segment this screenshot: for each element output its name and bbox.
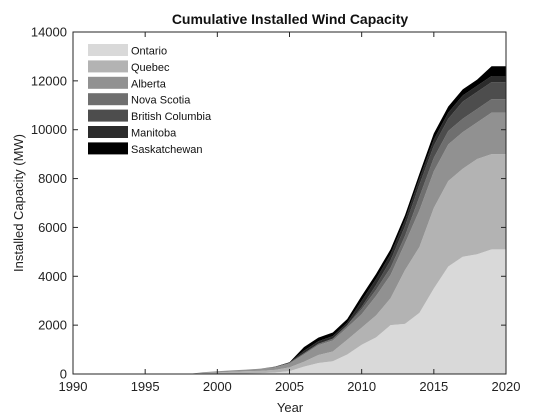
x-tick-label: 2005: [275, 379, 304, 394]
legend-label: Quebec: [131, 62, 170, 74]
legend-swatch-nova-scotia: [88, 93, 128, 106]
area-series-british-columbia: [73, 82, 506, 374]
y-tick-label: 6000: [38, 220, 67, 235]
legend-label: Ontario: [131, 46, 167, 58]
legend-swatch-saskatchewan: [88, 142, 128, 155]
y-axis-title: Installed Capacity (MW): [11, 134, 26, 272]
y-tick-label: 0: [60, 367, 67, 382]
legend-label: Alberta: [131, 78, 167, 90]
legend-label: Nova Scotia: [131, 95, 191, 107]
y-tick-label: 10000: [31, 122, 67, 137]
legend-swatch-quebec: [88, 60, 128, 73]
y-tick-label: 12000: [31, 73, 67, 88]
x-axis-title: Year: [277, 400, 304, 415]
legend: Ontario Quebec Alberta Nova Scotia British C…: [88, 44, 212, 156]
legend-swatch-ontario: [88, 44, 128, 56]
y-tick-label: 14000: [31, 25, 67, 40]
y-tick-label: 2000: [38, 318, 67, 333]
area-series-ontario: [73, 249, 506, 374]
x-tick-label: 2020: [492, 379, 521, 394]
y-tick-label: 4000: [38, 269, 67, 284]
y-axis: 0 2000 4000 6000 8000 10000 12000 14000: [31, 25, 506, 382]
area-series-nova-scotia: [73, 99, 506, 375]
x-tick-label: 2015: [419, 379, 448, 394]
chart-title: Cumulative Installed Wind Capacity: [172, 11, 409, 27]
legend-swatch-british-columbia: [88, 109, 128, 122]
area-series-group: [73, 66, 506, 375]
x-tick-label: 2010: [347, 379, 376, 394]
x-tick-label: 1990: [59, 379, 88, 394]
legend-label: British Columbia: [131, 111, 212, 123]
x-tick-label: 1995: [131, 379, 160, 394]
y-tick-label: 8000: [38, 171, 67, 186]
x-tick-label: 2000: [203, 379, 232, 394]
legend-label: Manitoba: [131, 128, 177, 140]
area-series-alberta: [73, 112, 506, 375]
legend-swatch-manitoba: [88, 126, 128, 138]
legend-swatch-alberta: [88, 76, 128, 89]
legend-label: Saskatchewan: [131, 144, 203, 156]
x-axis: 1990 1995 2000 2005 2010 2015 2020: [59, 32, 521, 394]
area-series-quebec: [73, 154, 506, 374]
